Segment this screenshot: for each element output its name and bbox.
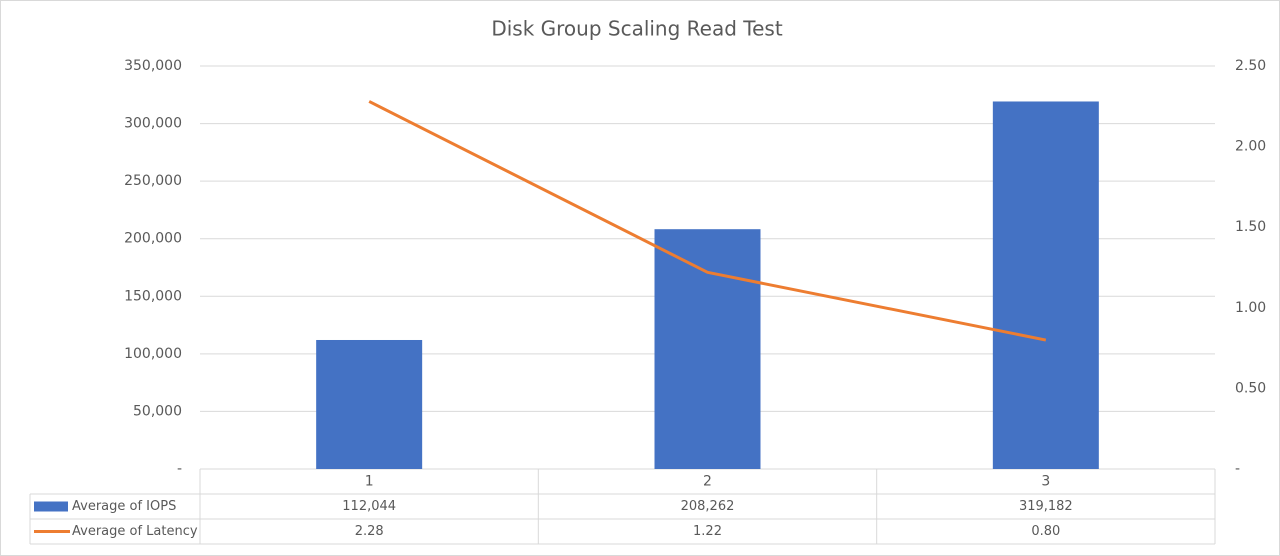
y2-tick-label: - [1235,461,1240,477]
x-tick-label: 1 [365,474,374,490]
table-value: 319,182 [1019,499,1073,514]
x-tick-label: 2 [703,474,712,490]
y-tick-label: 50,000 [133,403,182,419]
legend-label: Average of Latency [72,524,198,539]
bar [316,339,423,469]
x-tick-label: 3 [1041,474,1050,490]
chart-title: Disk Group Scaling Read Test [491,17,783,41]
y2-tick-label: 1.50 [1235,219,1266,235]
legend-key [34,501,68,512]
y-tick-label: 150,000 [124,288,182,304]
y-tick-label: 300,000 [124,116,182,132]
y2-tick-label: 0.50 [1235,380,1266,396]
y-tick-label: 200,000 [124,231,182,247]
y-tick-label: 350,000 [124,58,182,74]
y2-tick-label: 2.50 [1235,58,1266,74]
y-tick-label: 250,000 [124,173,182,189]
line [368,100,1047,342]
table-value: 208,262 [681,499,735,514]
bar [992,101,1099,469]
legend-label: Average of IOPS [72,499,176,514]
y2-tick-label: 2.00 [1235,139,1266,155]
y-tick-label: - [177,461,182,477]
table-value: 1.22 [693,524,722,539]
bar [654,229,761,469]
table-value: 112,044 [342,499,396,514]
table-value: 2.28 [355,524,384,539]
y-tick-label: 100,000 [124,346,182,362]
y2-tick-label: 1.00 [1235,300,1266,316]
table-value: 0.80 [1031,524,1060,539]
